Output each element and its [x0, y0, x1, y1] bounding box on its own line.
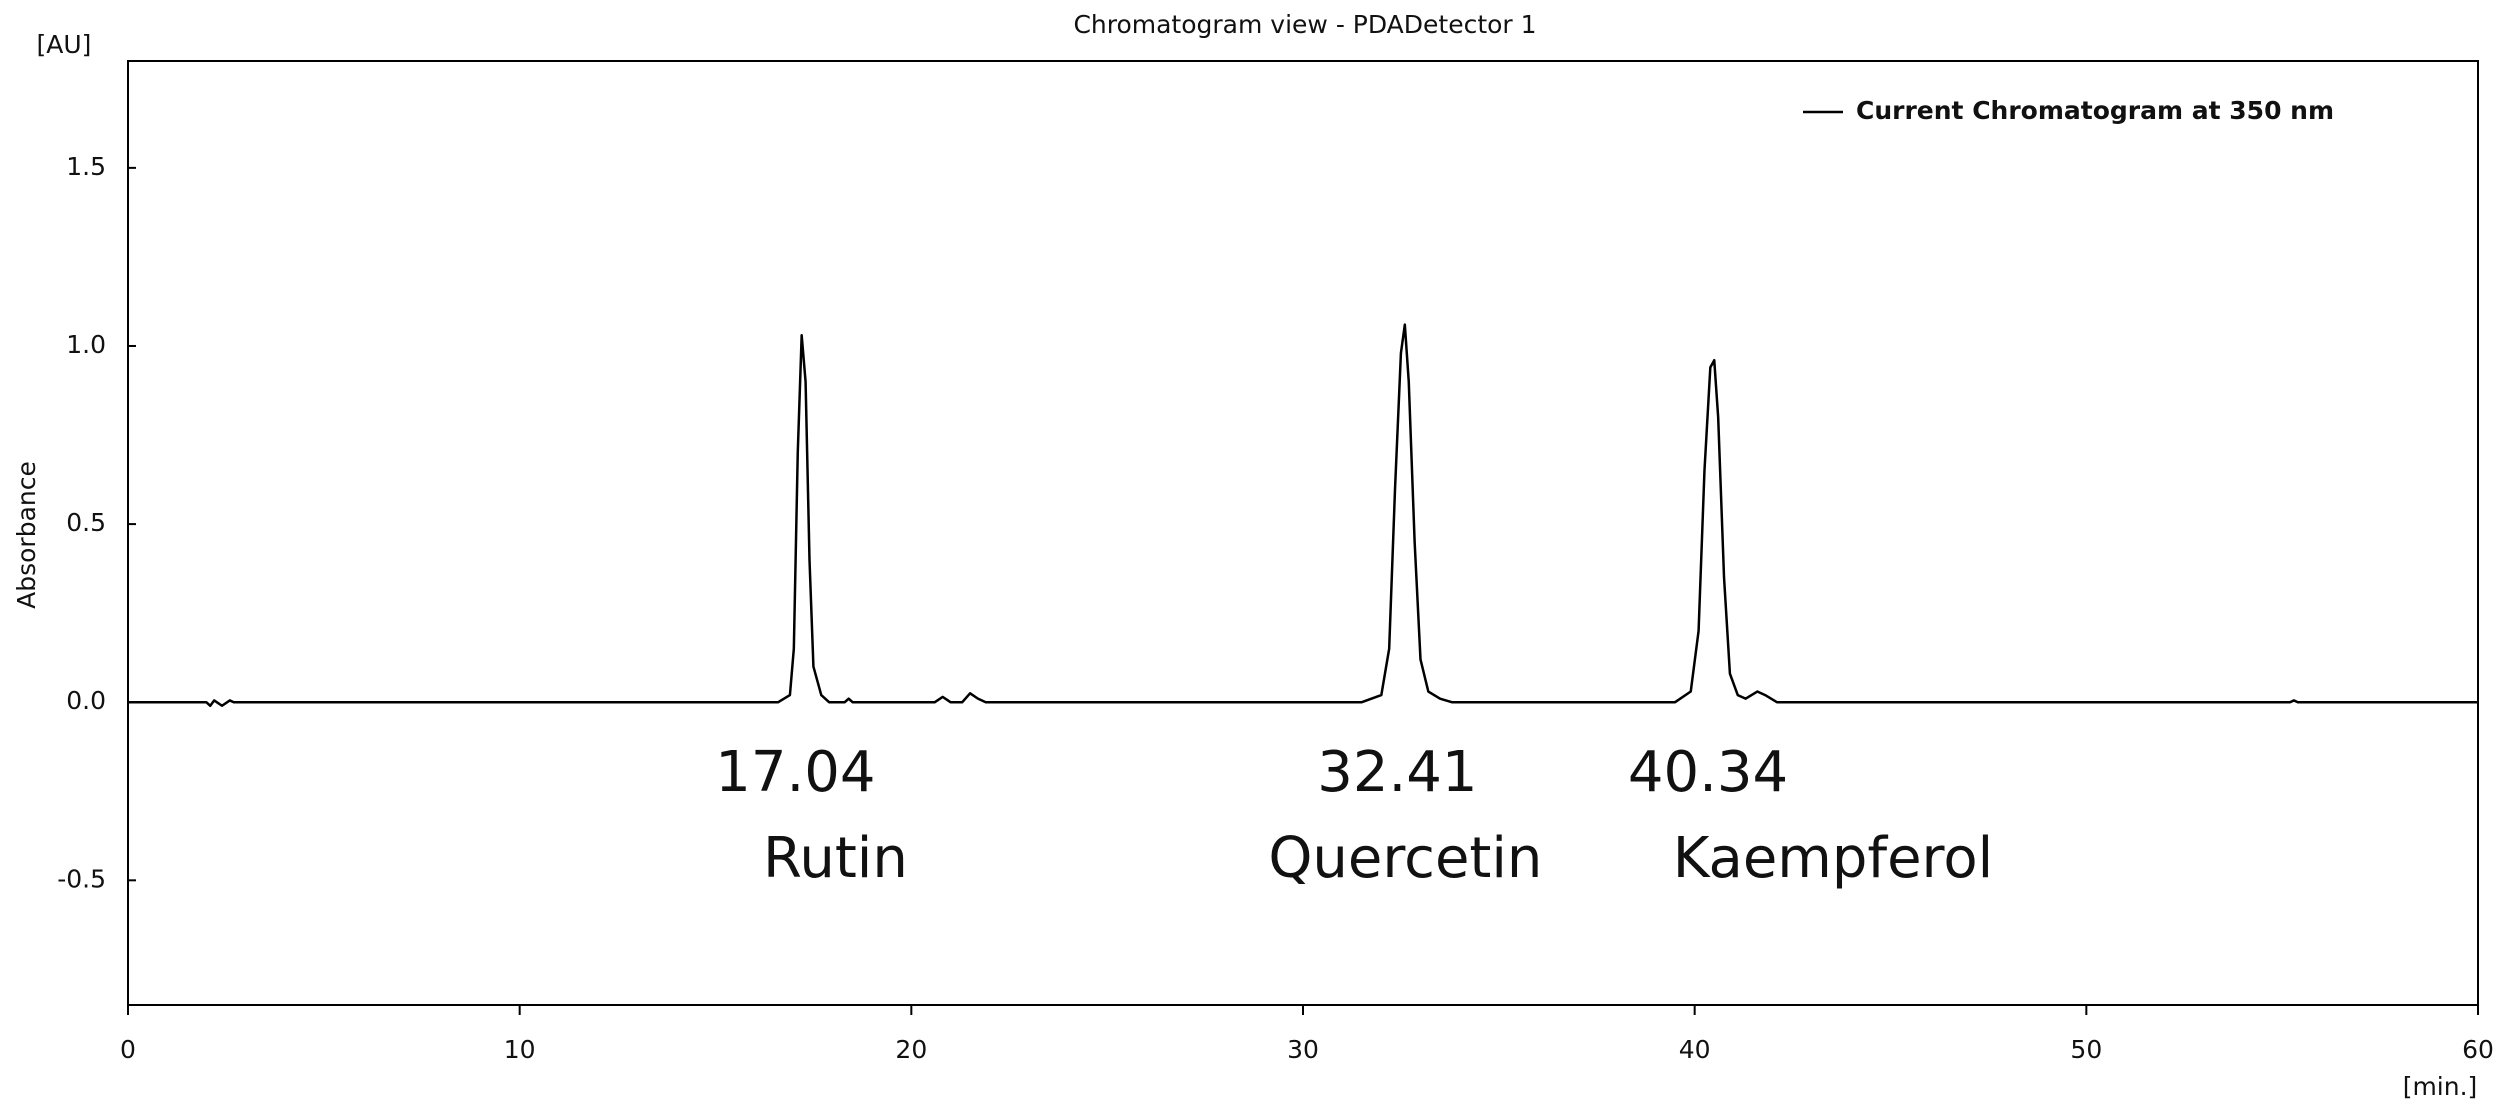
y-axis-label: Absorbance	[12, 461, 41, 609]
x-tick-label: 20	[895, 1035, 927, 1064]
y-tick-label: 1.5	[66, 152, 106, 181]
x-tick-label: 60	[2462, 1035, 2494, 1064]
x-tick-label: 40	[1679, 1035, 1711, 1064]
y-unit: [AU]	[37, 30, 92, 59]
peak-time: 17.04	[715, 740, 875, 805]
y-tick-label: 0.5	[66, 508, 106, 537]
x-unit: [min.]	[2403, 1072, 2478, 1101]
peak-time: 40.34	[1628, 740, 1788, 805]
x-tick-label: 10	[504, 1035, 536, 1064]
peak-time: 32.41	[1317, 740, 1477, 805]
peak-name: Kaempferol	[1673, 826, 1993, 891]
y-tick-label: 0.0	[66, 686, 106, 715]
y-tick-label: -0.5	[57, 864, 106, 893]
peak-name: Rutin	[763, 826, 908, 891]
chromatogram-line	[128, 323, 2478, 708]
x-tick-label: 0	[120, 1035, 136, 1064]
x-tick-label: 50	[2070, 1035, 2102, 1064]
y-tick-label: 1.0	[66, 330, 106, 359]
chart-title: Chromatogram view - PDADetector 1	[1073, 10, 1536, 39]
peak-name: Quercetin	[1268, 826, 1542, 891]
legend-label: Current Chromatogram at 350 nm	[1856, 96, 2334, 125]
x-tick-label: 30	[1287, 1035, 1319, 1064]
